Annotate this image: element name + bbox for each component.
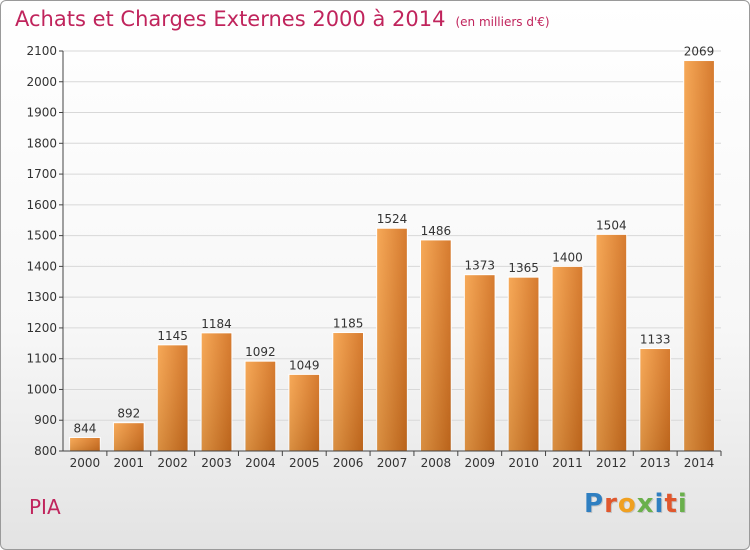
bar-value-label: 1184 [201,317,232,331]
logo-letter: i [654,489,665,519]
chart-title: Achats et Charges Externes 2000 à 2014 (e… [15,7,550,31]
x-tick-label: 2012 [596,456,627,470]
bar-shade [113,422,145,451]
bar-shade [595,234,627,451]
y-tick-label: 2000 [26,75,57,89]
y-tick-label: 1800 [26,136,57,150]
bar-value-label: 1486 [421,224,452,238]
x-tick-label: 2010 [508,456,539,470]
x-tick-label: 2008 [421,456,452,470]
bar-shade [552,266,583,451]
bar-shade [683,60,715,452]
bar-shade [69,437,101,451]
logo-letter: o [617,489,637,519]
x-tick-label: 2013 [640,456,671,470]
bar-value-label: 1524 [377,212,408,226]
bar-value-label: 1133 [640,333,671,347]
bar-value-label: 1092 [245,345,276,359]
x-tick-label: 2006 [333,456,364,470]
bar-shade [508,277,539,451]
logo-letter: t [664,489,678,519]
logo-letter: P [584,489,605,519]
bar-value-label: 1373 [464,259,495,273]
bar-shade [420,239,452,451]
y-tick-label: 1300 [26,290,57,304]
x-tick-label: 2004 [245,456,276,470]
bar-shade [245,361,276,451]
bars: 844 892 1145 1184 1092 1049 1185 1524 1486 1373 13… [69,45,715,452]
bar-shade [376,228,408,451]
x-tick-label: 2009 [464,456,495,470]
x-tick-label: 2014 [684,456,715,470]
y-tick-label: 1500 [26,229,57,243]
x-tick-label: 2007 [377,456,408,470]
y-tick-label: 1600 [26,198,57,212]
bar-shade [157,344,189,451]
bar-value-label: 1365 [508,261,539,275]
bar-value-label: 1145 [157,329,188,343]
commune-name: PIA [29,495,61,519]
chart-title-text: Achats et Charges Externes 2000 à 2014 [15,7,446,31]
y-tick-label: 900 [34,413,57,427]
bar-shade [332,332,364,451]
proxiti-logo: Proxiti [584,489,688,519]
bar-shade [288,374,320,451]
bar-value-label: 892 [117,407,140,421]
axes: 800 900 1000 1100 1200 1300 1400 1500 1600 1700 18… [26,44,722,470]
logo-letter: i [677,489,688,519]
bar-value-label: 1185 [333,317,364,331]
x-tick-label: 2003 [201,456,232,470]
logo-letter: x [636,489,655,519]
bar-value-label: 1504 [596,218,627,232]
bar-shade [464,274,496,451]
y-tick-label: 2100 [26,44,57,58]
chart-subtitle: (en milliers d'€) [455,15,550,29]
bar-shade [639,348,671,451]
bar-value-label: 844 [73,421,96,435]
y-tick-label: 1000 [26,382,57,396]
x-tick-label: 2011 [552,456,583,470]
x-tick-label: 2000 [70,456,101,470]
y-tick-label: 1100 [26,352,57,366]
bar-value-label: 1049 [289,358,320,372]
logo-letter: r [604,489,618,519]
y-tick-label: 1400 [26,259,57,273]
bar-value-label: 2069 [684,45,715,59]
bar-value-label: 1400 [552,250,583,264]
y-tick-label: 1200 [26,321,57,335]
x-tick-label: 2002 [157,456,188,470]
y-tick-label: 1900 [26,106,57,120]
x-tick-label: 2005 [289,456,320,470]
x-tick-label: 2001 [114,456,145,470]
y-tick-label: 1700 [26,167,57,181]
y-tick-label: 800 [34,444,57,458]
bar-shade [201,332,232,451]
